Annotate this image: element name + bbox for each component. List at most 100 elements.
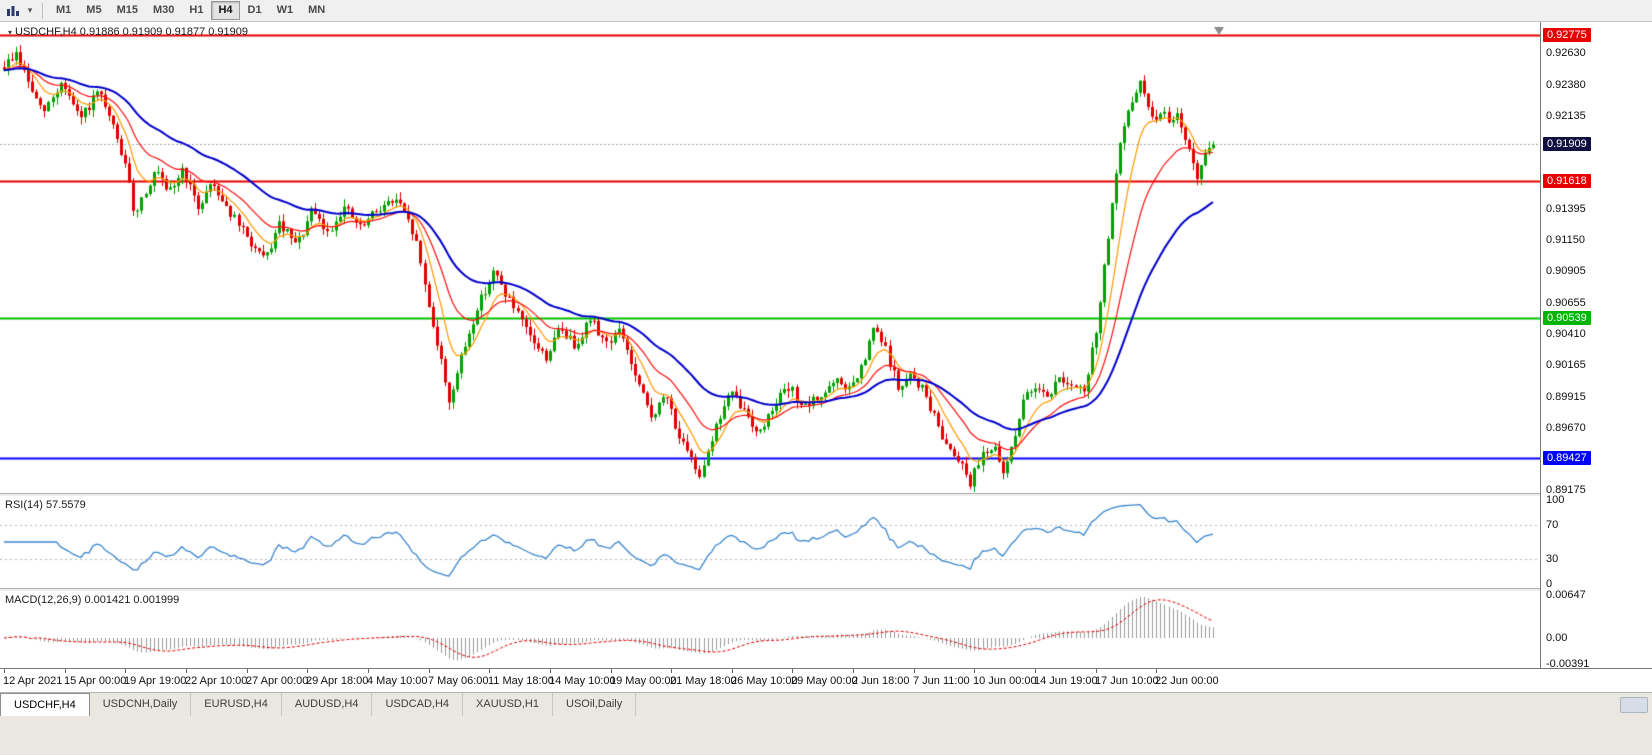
timeframe-button-m5[interactable]: M5	[86, 4, 102, 16]
price-axis-tick: 0.90410	[1546, 328, 1586, 340]
time-axis-label: 14 May 10:00	[549, 675, 616, 687]
time-axis-tickmark	[186, 669, 187, 673]
time-axis-tickmark	[489, 669, 490, 673]
price-level-badge: 0.91618	[1543, 174, 1591, 188]
chart-tab-eurusd-h4[interactable]: EURUSD,H4	[191, 693, 282, 716]
chevron-down-icon[interactable]: ▾	[27, 5, 33, 15]
time-axis-tickmark	[1156, 669, 1157, 673]
chart-tab-audusd-h4[interactable]: AUDUSD,H4	[282, 693, 373, 716]
chart-title: ▾ USDCHF,H4 0.91886 0.91909 0.91877 0.919…	[8, 26, 248, 38]
time-axis-label: 15 Apr 00:00	[64, 675, 127, 687]
chart-icon-glyph	[7, 5, 19, 16]
price-level-badge: 0.89427	[1543, 451, 1591, 465]
toolbar-separator	[42, 2, 43, 19]
time-axis-tickmark	[914, 669, 915, 673]
macd-axis-tick: -0.00391	[1546, 658, 1590, 670]
time-axis-label: 11 May 18:00	[488, 675, 554, 687]
timeframe-button-m30[interactable]: M30	[152, 4, 175, 16]
price-axis-tick: 0.89915	[1546, 391, 1586, 403]
macd-axis-tick: 0.00	[1546, 632, 1568, 644]
rsi-panel-canvas[interactable]	[0, 496, 1540, 588]
time-axis-tickmark	[125, 669, 126, 673]
time-axis[interactable]: 12 Apr 2021 15 Apr 00:00 19 Apr 19:00 22 Ap…	[0, 668, 1652, 692]
rsi-axis-tick: 100	[1546, 494, 1565, 506]
time-axis-label: 7 May 06:00	[428, 675, 489, 687]
chart-tab-usdcad-h4[interactable]: USDCAD,H4	[372, 693, 464, 716]
time-axis-tickmark	[1096, 669, 1097, 673]
time-axis-tickmark	[732, 669, 733, 673]
macd-indicator-label: MACD(12,26,9) 0.001421 0.001999	[5, 594, 180, 606]
timeframe-button-m1[interactable]: M1	[56, 4, 72, 16]
rsi-indicator-label: RSI(14) 57.5579	[5, 499, 86, 511]
timeframe-button-h4[interactable]: H4	[211, 1, 240, 20]
timeframe-button-w1[interactable]: W1	[276, 4, 294, 16]
time-axis-label: 29 May 00:00	[791, 675, 858, 687]
time-axis-label: 12 Apr 2021	[3, 675, 63, 687]
price-axis-tick: 0.89670	[1546, 422, 1586, 434]
time-axis-tickmark	[550, 669, 551, 673]
price-axis[interactable]: 0.92775 0.92630 0.92380 0.92135 0.91909 0.916…	[1540, 22, 1652, 670]
tabbar-scrollbar[interactable]	[1620, 696, 1648, 713]
time-axis-label: 29 Apr 18:00	[306, 675, 369, 687]
chart-tab-xauusd-h1[interactable]: XAUUSD,H1	[463, 693, 553, 716]
price-axis-tick: 0.90655	[1546, 297, 1586, 309]
time-axis-label: 19 May 00:00	[610, 675, 677, 687]
price-axis-tick: 0.92135	[1546, 110, 1586, 122]
panel-separator[interactable]	[0, 493, 1652, 496]
time-axis-label: 2 Jun 18:00	[852, 675, 910, 687]
time-axis-tickmark	[65, 669, 66, 673]
chart-tab-usoil-daily[interactable]: USOil,Daily	[553, 693, 637, 716]
price-level-badge: 0.90539	[1543, 311, 1591, 325]
chart-icon[interactable]	[3, 2, 23, 20]
rsi-axis-tick: 30	[1546, 553, 1559, 565]
time-axis-label: 17 Jun 10:00	[1095, 675, 1159, 687]
time-axis-label: 7 Jun 11:00	[913, 675, 970, 687]
rsi-axis-tick: 70	[1546, 519, 1559, 531]
time-axis-tickmark	[671, 669, 672, 673]
main-chart-canvas[interactable]	[0, 22, 1540, 493]
chart-title-text: USDCHF,H4 0.91886 0.91909 0.91877 0.9190…	[15, 26, 249, 38]
timeframe-button-h1[interactable]: H1	[189, 4, 204, 16]
time-axis-tickmark	[1035, 669, 1036, 673]
time-axis-tickmark	[974, 669, 975, 673]
chart-plot-region	[0, 22, 1540, 668]
time-axis-label: 22 Apr 10:00	[185, 675, 248, 687]
price-level-badge: 0.92775	[1543, 28, 1591, 42]
time-axis-label: 4 May 10:00	[367, 675, 428, 687]
chart-tab-bar: USDCHF,H4 USDCNH,Daily EURUSD,H4 AUDUSD,H4 U…	[0, 692, 1652, 716]
time-axis-label: 19 Apr 19:00	[124, 675, 187, 687]
time-axis-label: 22 Jun 00:00	[1155, 675, 1219, 687]
macd-panel-canvas[interactable]	[0, 591, 1540, 668]
time-axis-label: 21 May 18:00	[670, 675, 737, 687]
time-axis-tickmark	[368, 669, 369, 673]
time-axis-tickmark	[4, 669, 5, 673]
price-axis-tick: 0.92380	[1546, 79, 1586, 91]
time-axis-label: 14 Jun 19:00	[1034, 675, 1098, 687]
timeframe-button-d1[interactable]: D1	[247, 4, 262, 16]
collapse-triangle-icon[interactable]: ▾	[8, 28, 13, 37]
price-level-badge: 0.91909	[1543, 137, 1591, 151]
time-axis-label: 27 Apr 00:00	[246, 675, 309, 687]
chart-tab-usdcnh-daily[interactable]: USDCNH,Daily	[90, 693, 192, 716]
panel-separator[interactable]	[0, 588, 1652, 591]
time-axis-tickmark	[307, 669, 308, 673]
time-axis-tickmark	[247, 669, 248, 673]
window-bottom-strip	[0, 716, 1652, 755]
price-axis-tick: 0.89175	[1546, 484, 1586, 496]
macd-axis-tick: 0.00647	[1546, 589, 1586, 601]
price-axis-tick: 0.91395	[1546, 203, 1586, 215]
rsi-axis-tick: 0	[1546, 578, 1553, 590]
time-axis-tickmark	[429, 669, 430, 673]
time-axis-tickmark	[853, 669, 854, 673]
price-axis-tick: 0.90905	[1546, 265, 1586, 277]
price-axis-tick: 0.90165	[1546, 359, 1586, 371]
timeframe-buttons: M1 M5 M15 M30 H1 H4 D1 W1 MN	[49, 1, 332, 20]
timeframe-toolbar: ▾ M1 M5 M15 M30 H1 H4 D1 W1 MN	[0, 0, 1652, 22]
time-axis-label: 26 May 10:00	[731, 675, 798, 687]
timeframe-button-m15[interactable]: M15	[116, 4, 138, 16]
time-axis-tickmark	[792, 669, 793, 673]
time-axis-tickmark	[611, 669, 612, 673]
timeframe-button-mn[interactable]: MN	[308, 4, 326, 16]
price-axis-tick: 0.92630	[1546, 47, 1586, 59]
chart-tab-usdchf-h4[interactable]: USDCHF,H4	[0, 693, 90, 716]
